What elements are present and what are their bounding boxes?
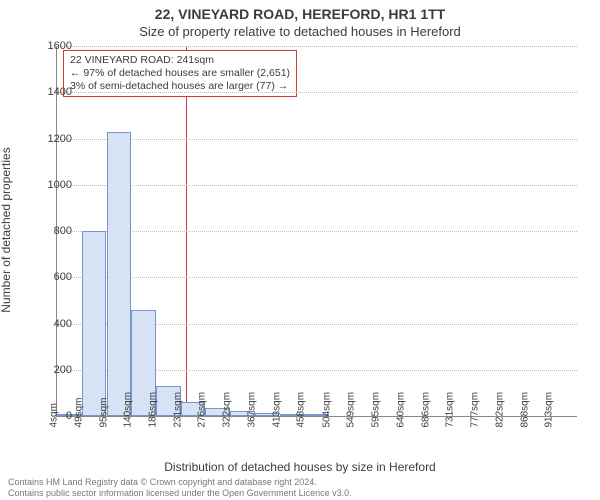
gridline bbox=[57, 139, 577, 140]
chart-title-sub: Size of property relative to detached ho… bbox=[0, 24, 600, 39]
annotation-line-1: 22 VINEYARD ROAD: 241sqm bbox=[70, 54, 290, 67]
y-tick-label: 1200 bbox=[32, 133, 72, 145]
y-tick-label: 400 bbox=[32, 318, 72, 330]
y-tick-label: 1400 bbox=[32, 86, 72, 98]
y-tick-label: 800 bbox=[32, 225, 72, 237]
footer-line-1: Contains HM Land Registry data © Crown c… bbox=[8, 477, 352, 487]
y-tick-label: 600 bbox=[32, 271, 72, 283]
chart-title-main: 22, VINEYARD ROAD, HEREFORD, HR1 1TT bbox=[0, 6, 600, 22]
y-tick-label: 200 bbox=[32, 364, 72, 376]
annotation-line-2: ← 97% of detached houses are smaller (2,… bbox=[70, 67, 290, 80]
y-tick-label: 1600 bbox=[32, 40, 72, 52]
footer-attribution: Contains HM Land Registry data © Crown c… bbox=[8, 477, 352, 498]
y-axis-label: Number of detached properties bbox=[0, 147, 13, 312]
histogram-bar bbox=[107, 132, 132, 416]
gridline bbox=[57, 185, 577, 186]
gridline bbox=[57, 231, 577, 232]
histogram-bar bbox=[82, 231, 107, 416]
y-tick-label: 1000 bbox=[32, 179, 72, 191]
x-axis-label: Distribution of detached houses by size … bbox=[0, 460, 600, 474]
gridline bbox=[57, 92, 577, 93]
plot-area: 22 VINEYARD ROAD: 241sqm ← 97% of detach… bbox=[56, 46, 577, 417]
chart-container: 22, VINEYARD ROAD, HEREFORD, HR1 1TT Siz… bbox=[0, 0, 600, 500]
annotation-box: 22 VINEYARD ROAD: 241sqm ← 97% of detach… bbox=[63, 50, 297, 97]
gridline bbox=[57, 46, 577, 47]
footer-line-2: Contains public sector information licen… bbox=[8, 488, 352, 498]
gridline bbox=[57, 277, 577, 278]
